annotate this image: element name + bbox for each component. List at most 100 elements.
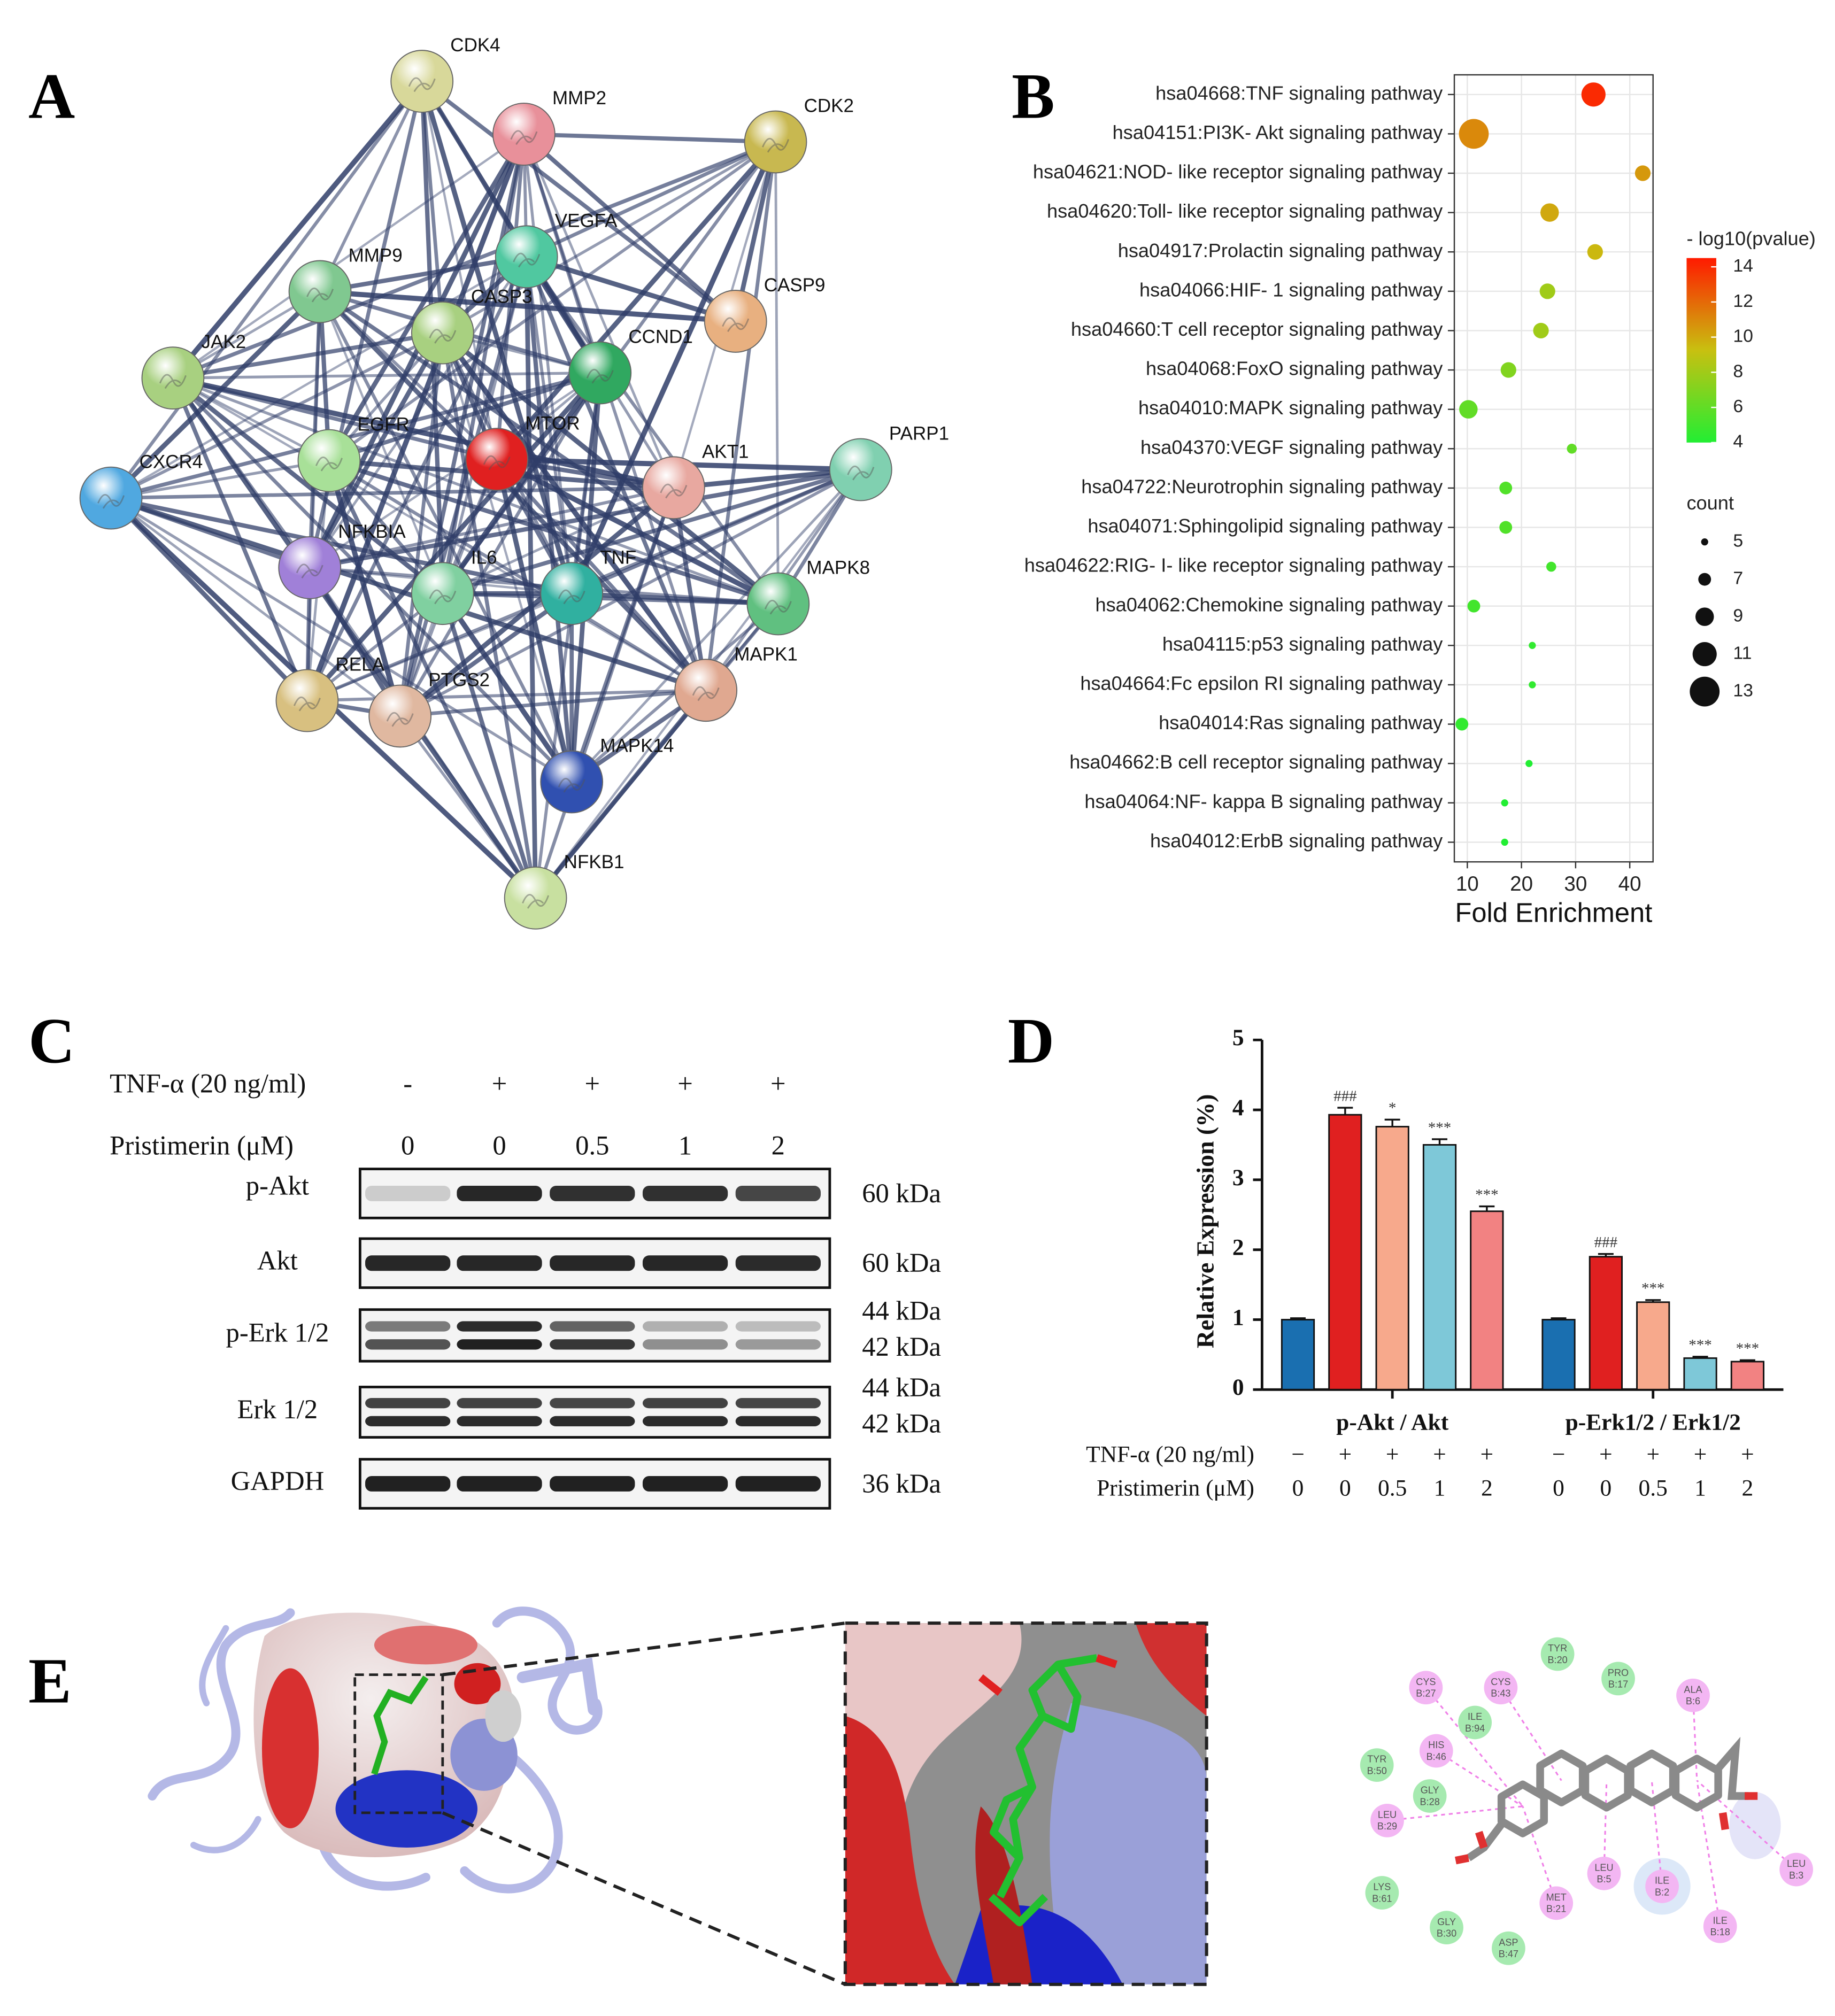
network-node <box>504 866 567 930</box>
network-node <box>744 110 807 174</box>
edge <box>318 80 423 292</box>
edge <box>525 256 780 605</box>
node-structure <box>306 287 334 303</box>
treatment-value: 0 <box>492 1131 506 1161</box>
surface-negative <box>374 1625 477 1665</box>
colorbar-tick-label: 14 <box>1733 256 1753 276</box>
bar-panel: 0 1 2 3 4 5 Relative Expression (%) p-Akt / Akt… <box>1086 1025 1784 1501</box>
blot-band <box>642 1339 728 1350</box>
residue <box>1601 1662 1635 1696</box>
edge <box>309 467 861 570</box>
y-tick-label: hsa04115:p53 signaling pathway <box>1162 633 1443 655</box>
bar <box>1589 1256 1623 1391</box>
y-tick-label: 1 <box>1232 1304 1244 1330</box>
ligand-ring <box>1626 1749 1677 1806</box>
residue-name: ILE <box>1713 1915 1728 1926</box>
network-node <box>275 669 339 732</box>
residue-name: LEU <box>1378 1809 1397 1820</box>
treatment-label: TNF-α (20 ng/ml) <box>1086 1442 1254 1467</box>
blot-row-label: p-Akt <box>246 1170 309 1200</box>
residue <box>1370 1803 1404 1837</box>
blot-band <box>457 1476 542 1492</box>
blot-band <box>735 1255 821 1271</box>
treatment-value: 0.5 <box>1639 1475 1668 1501</box>
ligand-2d <box>1455 1736 1758 1865</box>
residue-position: B:47 <box>1499 1949 1518 1959</box>
blot-band <box>735 1476 821 1492</box>
edge <box>398 485 675 718</box>
size-legend-mark <box>1690 676 1720 707</box>
residue-position: B:61 <box>1372 1893 1392 1904</box>
node-structure <box>586 369 614 384</box>
residue-name: PRO <box>1608 1667 1629 1678</box>
node-structure <box>764 600 792 615</box>
size-legend-label: 11 <box>1733 643 1752 663</box>
blot-row-label: GAPDH <box>231 1466 325 1496</box>
treatment-value: 0.5 <box>575 1131 609 1161</box>
residue-name: ALA <box>1684 1684 1702 1695</box>
edge <box>110 496 707 693</box>
size-legend-mark <box>1698 573 1711 586</box>
ligand-oxygen <box>978 1674 1003 1696</box>
blot-row-label: Erk 1/2 <box>237 1394 318 1424</box>
node-label: CCND1 <box>628 327 693 347</box>
colorbar-tick-label: 10 <box>1733 326 1753 346</box>
edge <box>442 141 776 334</box>
treatment-value: + <box>1741 1442 1754 1467</box>
panel-letter: A <box>28 61 75 133</box>
bubble <box>1467 599 1481 613</box>
edge <box>522 134 573 594</box>
treatment-label: Pristimerin (μM) <box>110 1131 294 1161</box>
panel-letter: C <box>28 1005 75 1077</box>
treatment-value: + <box>1694 1442 1707 1467</box>
residue <box>1645 1870 1679 1903</box>
blot-band <box>365 1339 451 1350</box>
edge <box>671 487 708 691</box>
band-size: 36 kDa <box>862 1469 941 1499</box>
y-tick-label: hsa04071:Sphingolipid signaling pathway <box>1088 515 1443 537</box>
y-tick-label: hsa04066:HIF- 1 signaling pathway <box>1139 279 1443 300</box>
network-node <box>540 562 604 625</box>
band-size: 44 kDa <box>862 1296 941 1326</box>
edge <box>307 331 445 569</box>
edge <box>774 142 780 604</box>
x-tick-label: 40 <box>1618 872 1641 895</box>
treatment-value: − <box>1291 1442 1305 1467</box>
zoom-line <box>442 1621 846 1677</box>
network-panel: CDK4 MMP2 CDK2 VEGFA MMP9 CASP3 CASP9 CCND1 JAK2… <box>79 35 949 930</box>
edge <box>398 372 602 717</box>
interaction-line <box>1696 1780 1721 1927</box>
edge <box>306 592 572 702</box>
residue <box>1676 1678 1710 1712</box>
node-label: PARP1 <box>889 423 949 444</box>
edge <box>110 370 601 500</box>
residue <box>1365 1876 1399 1910</box>
treatment-value: + <box>1433 1442 1446 1467</box>
interaction-line <box>1692 1695 1698 1781</box>
residue <box>1540 1637 1575 1671</box>
bubble <box>1546 561 1556 572</box>
band-size: 42 kDa <box>862 1409 941 1439</box>
ligand-oxygen <box>1475 1830 1488 1849</box>
ligand-ring <box>1536 1749 1587 1806</box>
treatment-value: + <box>492 1069 507 1099</box>
blot-band <box>642 1397 728 1409</box>
surface-negative <box>1135 1623 1207 1716</box>
node-structure <box>847 466 875 481</box>
blot-band <box>735 1339 821 1350</box>
blot-band <box>457 1255 542 1271</box>
significance-label: *** <box>1688 1337 1711 1354</box>
treatment-value: − <box>1552 1442 1566 1467</box>
bubble <box>1567 443 1577 454</box>
node-structure <box>558 778 585 793</box>
node-label: MAPK8 <box>806 558 870 578</box>
colorbar-tick-label: 4 <box>1733 431 1743 452</box>
edge <box>328 370 601 463</box>
residue-name: ILE <box>1655 1875 1669 1886</box>
bubble <box>1501 838 1508 846</box>
edge <box>440 371 603 595</box>
blot-membrane <box>358 1386 831 1439</box>
residue <box>1409 1671 1443 1705</box>
panel-letter: E <box>28 1645 71 1717</box>
